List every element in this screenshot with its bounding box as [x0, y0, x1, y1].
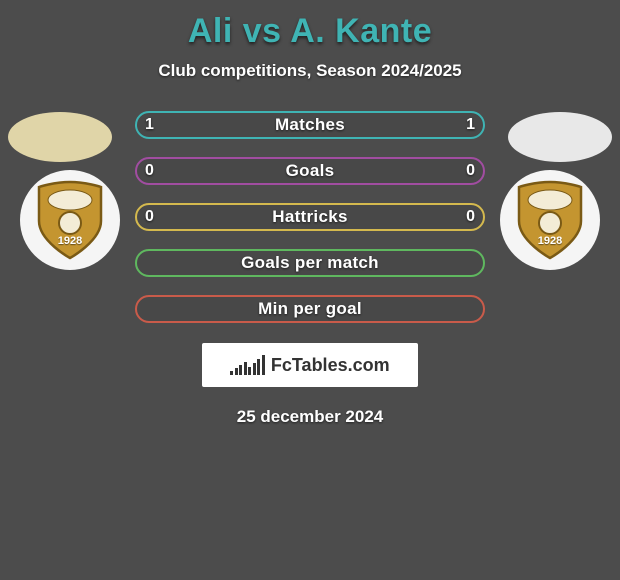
stat-left-value: 0 — [145, 208, 154, 226]
player-left-badge — [8, 112, 112, 162]
stat-left-value: 1 — [145, 116, 154, 134]
bar-icon-bar — [257, 359, 260, 375]
page-title: Ali vs A. Kante — [0, 0, 620, 51]
stat-right-value: 1 — [466, 116, 475, 134]
bar-icon-bar — [244, 362, 247, 375]
bar-icon-bar — [230, 371, 233, 375]
club-left-year: 1928 — [31, 235, 109, 247]
bar-icon-bar — [248, 367, 251, 375]
stat-label: Goals — [286, 161, 335, 181]
club-right-crest: 1928 — [511, 179, 589, 261]
bar-chart-icon — [230, 355, 265, 375]
date-label: 25 december 2024 — [0, 407, 620, 427]
club-left-crest: 1928 — [31, 179, 109, 261]
player-right-badge — [508, 112, 612, 162]
shield-icon — [31, 179, 109, 261]
bar-icon-bar — [262, 355, 265, 375]
stat-left-value: 0 — [145, 162, 154, 180]
stat-label: Hattricks — [272, 207, 347, 227]
bar-icon-bar — [253, 363, 256, 375]
stat-row: Goals per match — [135, 249, 485, 277]
stat-label: Goals per match — [241, 253, 379, 273]
stat-label: Min per goal — [258, 299, 362, 319]
club-right-year: 1928 — [511, 235, 589, 247]
watermark: FcTables.com — [202, 343, 418, 387]
bar-icon-bar — [235, 368, 238, 375]
competition-subtitle: Club competitions, Season 2024/2025 — [0, 61, 620, 81]
stat-label: Matches — [275, 115, 345, 135]
stat-row: 0 Goals 0 — [135, 157, 485, 185]
watermark-text: FcTables.com — [271, 355, 390, 376]
stats-list: 1 Matches 1 0 Goals 0 0 Hattricks 0 Goals per mat… — [135, 111, 485, 323]
shield-icon — [511, 179, 589, 261]
stat-right-value: 0 — [466, 208, 475, 226]
stat-right-value: 0 — [466, 162, 475, 180]
stat-row: 1 Matches 1 — [135, 111, 485, 139]
stat-row: Min per goal — [135, 295, 485, 323]
bar-icon-bar — [239, 365, 242, 375]
stat-row: 0 Hattricks 0 — [135, 203, 485, 231]
club-right-badge: 1928 — [500, 170, 600, 270]
club-left-badge: 1928 — [20, 170, 120, 270]
